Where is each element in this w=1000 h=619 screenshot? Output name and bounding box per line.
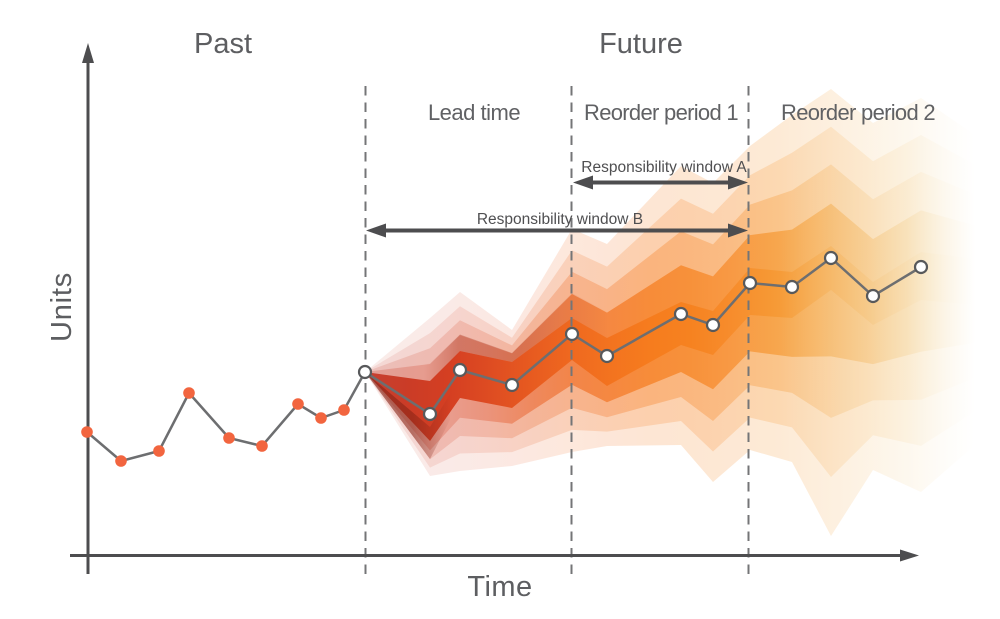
svg-text:Responsibility window B: Responsibility window B xyxy=(477,211,643,228)
svg-text:Reorder period 2: Reorder period 2 xyxy=(781,100,935,125)
svg-text:Time: Time xyxy=(467,571,532,603)
svg-text:Future: Future xyxy=(599,28,683,60)
svg-text:Past: Past xyxy=(194,28,252,60)
svg-text:Responsibility window A: Responsibility window A xyxy=(581,159,747,176)
svg-text:Lead time: Lead time xyxy=(428,100,520,125)
svg-text:Units: Units xyxy=(46,272,78,342)
svg-text:Reorder period 1: Reorder period 1 xyxy=(584,100,738,125)
